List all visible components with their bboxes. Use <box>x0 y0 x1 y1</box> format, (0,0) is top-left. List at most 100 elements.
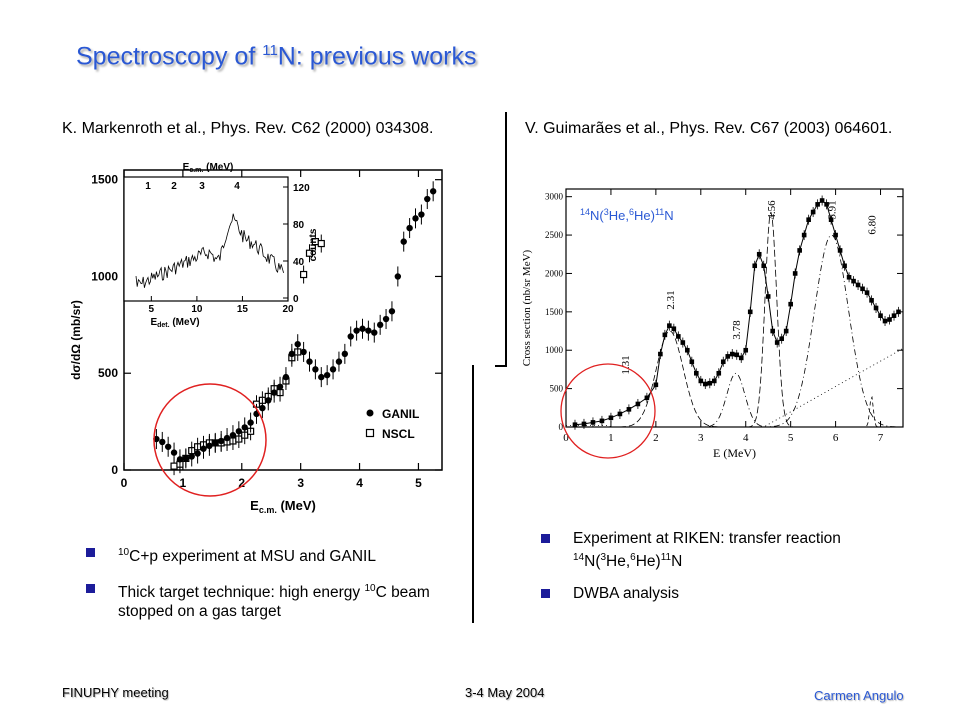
data-point <box>734 352 740 358</box>
data-point <box>756 251 762 257</box>
left-bullet-2: Thick target technique: high energy 10C … <box>86 579 458 621</box>
data-point <box>806 217 811 223</box>
right-bullet-1: Experiment at RIKEN: transfer reaction 14… <box>541 529 923 571</box>
inset-y-tick-label: 120 <box>293 183 310 194</box>
data-point <box>608 415 614 421</box>
data-point <box>590 420 596 425</box>
ganil-point <box>306 358 313 365</box>
component-curve <box>566 395 902 428</box>
data-point <box>698 378 704 384</box>
bullet-square-icon <box>541 534 550 543</box>
component-curve <box>566 330 902 428</box>
ganil-point <box>359 325 366 332</box>
ganil-point <box>288 350 296 358</box>
ganil-point <box>212 439 219 447</box>
x-tick-label: 5 <box>415 476 422 490</box>
x-tick-label: 3 <box>698 432 704 444</box>
data-point <box>770 328 775 334</box>
data-point <box>644 395 650 401</box>
ganil-point <box>241 424 248 431</box>
inset-frame <box>123 176 289 302</box>
x-tick-label: 5 <box>788 432 794 444</box>
data-point <box>725 354 731 359</box>
ganil-point <box>259 404 266 412</box>
ganil-point <box>424 195 431 203</box>
ganil-point <box>159 438 166 446</box>
y-tick-label: 500 <box>98 366 118 380</box>
data-point <box>887 317 892 322</box>
y-tick-label: 500 <box>550 384 564 394</box>
ganil-point <box>394 273 402 280</box>
data-point <box>752 263 758 269</box>
data-point <box>635 401 641 407</box>
x-tick-label: 0 <box>563 432 569 444</box>
ganil-point <box>200 445 207 452</box>
peak-label: 5.91 <box>827 200 839 219</box>
ganil-point <box>170 449 178 456</box>
ganil-point <box>329 366 337 373</box>
inset-x-tick-label: 20 <box>282 304 294 315</box>
peak-label: 6.80 <box>867 215 879 235</box>
data-point <box>676 334 681 339</box>
ganil-point <box>335 358 343 365</box>
divider-step <box>495 365 507 367</box>
ganil-point <box>382 315 390 323</box>
data-point <box>788 301 793 307</box>
chart-right: 0 1 2 3 4 5 6 7 0 500 1000 1500 2000 2500 3000 E (MeV) C… <box>521 188 904 460</box>
ganil-point <box>176 456 184 463</box>
x-tick-label: 7 <box>878 432 884 444</box>
y-tick-label: 3000 <box>545 192 564 202</box>
data-point <box>797 248 802 253</box>
inset-x-tick-label: 15 <box>237 304 249 315</box>
data-point <box>617 411 623 417</box>
peak-label: 2.31 <box>665 290 677 309</box>
data-point <box>729 351 735 357</box>
data-point <box>747 309 753 315</box>
data-point <box>810 209 816 215</box>
y-tick-label: 1000 <box>91 269 118 283</box>
y-tick-label: 2500 <box>545 230 564 240</box>
data-point <box>819 198 825 203</box>
ganil-point <box>217 437 225 445</box>
reaction-label: 14N(3He,6He)11N <box>580 207 674 223</box>
footer-meeting: FINUPHY meeting <box>62 685 169 700</box>
data-point <box>653 382 659 388</box>
data-point <box>774 340 780 345</box>
inset-y-tick-label: 80 <box>293 220 305 231</box>
ganil-point <box>400 238 407 245</box>
data-point <box>671 326 677 332</box>
nscl-point <box>170 462 178 470</box>
ganil-point <box>429 188 437 195</box>
ganil-point <box>206 442 213 450</box>
inset-top-tick-label: 2 <box>171 181 177 192</box>
data-point <box>882 318 888 324</box>
data-point <box>860 286 865 292</box>
reaction-text: 14N(3He,6He)11N <box>573 552 683 571</box>
nscl-point <box>305 249 314 257</box>
data-point <box>599 418 605 424</box>
ganil-point <box>164 443 172 450</box>
footer-author: Carmen Angulo <box>814 688 904 703</box>
data-point <box>824 202 829 207</box>
x-tick-label: 3 <box>297 476 304 490</box>
data-point <box>581 421 587 427</box>
data-point <box>689 359 695 365</box>
ganil-point <box>300 348 307 356</box>
data-point <box>720 359 726 365</box>
bullet-square-icon <box>86 584 95 593</box>
legend-nscl-marker <box>365 428 375 438</box>
ganil-point <box>276 383 284 390</box>
ganil-point <box>412 215 419 222</box>
chart-left: 0 1 2 3 4 5 0 500 1000 1500 Ec.m. (MeV) dσ/dΩ (mb/s… <box>69 162 443 515</box>
inset-y-tick-label: 40 <box>293 257 305 268</box>
peak-label: 1.31 <box>620 355 632 374</box>
ganil-point <box>312 366 319 373</box>
inset-x-label: Edet. (MeV) <box>150 317 199 329</box>
data-point <box>815 202 820 207</box>
highlight-circle <box>560 363 656 459</box>
inset-top-tick-label: 3 <box>199 181 205 192</box>
inset-top-label: Ec.m. (MeV) <box>183 162 234 174</box>
data-point <box>873 305 879 311</box>
y-tick-label: 1500 <box>545 307 564 317</box>
x-tick-label: 2 <box>238 476 245 490</box>
